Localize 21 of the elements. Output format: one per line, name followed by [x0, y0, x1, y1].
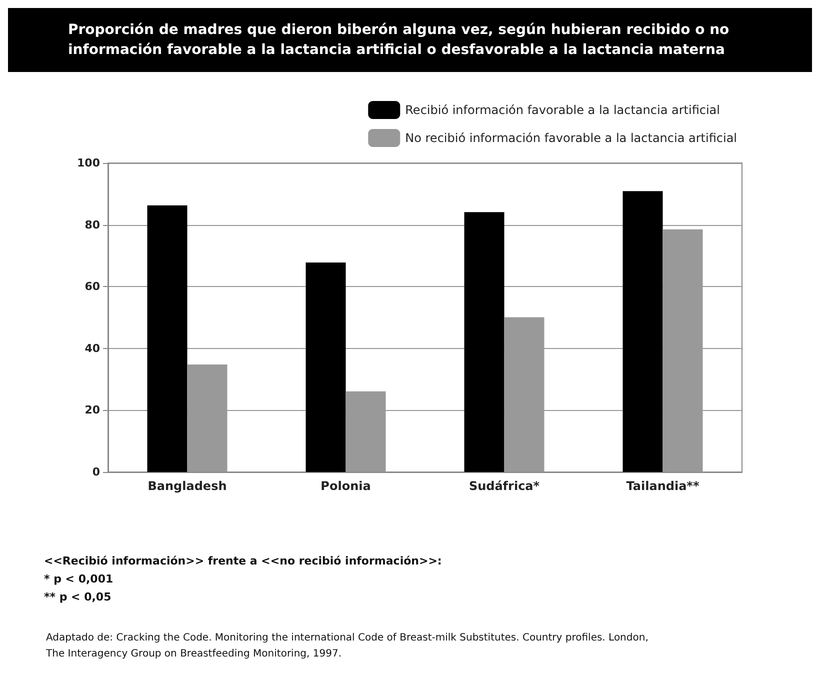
text: <<Recibió información>> frente a <<no recibió información>>:	[44, 554, 442, 568]
text: Adaptado de: Cracking the Code. Monitoring the international Code of Breast-milk Substitutes. Country profiles. London, The Interagency Group on Breastfeeding Monitoring, 1997.	[45, 632, 652, 660]
bar	[622, 191, 663, 472]
legend-label: No recibió información favorable a la lactancia artificial	[405, 131, 738, 145]
y-tick-label: 20	[84, 404, 100, 417]
y-tick-label: 40	[84, 342, 100, 355]
chart-title: Proporción de madres que dieron biberón alguna vez, según hubieran recibido o no información favorable a la lactancia artificial o desfavorable a la lactancia materna	[68, 22, 734, 58]
text: * p < 0,001	[44, 572, 114, 586]
bar	[147, 205, 188, 472]
y-tick-label: 0	[92, 466, 100, 478]
x-tick-label: Sudáfrica*	[468, 479, 540, 493]
x-tick-label: Bangladesh	[148, 479, 227, 493]
y-tick-label: 100	[77, 156, 100, 170]
bar	[306, 262, 346, 472]
x-tick-label: Polonia	[320, 479, 371, 493]
bar	[464, 212, 504, 472]
legend-label: Recibió información favorable a la lactancia artificial	[405, 103, 720, 117]
y-tick-label: 80	[84, 218, 100, 232]
text: ** p < 0,05	[44, 590, 112, 604]
y-tick-label: 60	[84, 280, 100, 294]
x-tick-label: Tailandia**	[626, 479, 700, 493]
